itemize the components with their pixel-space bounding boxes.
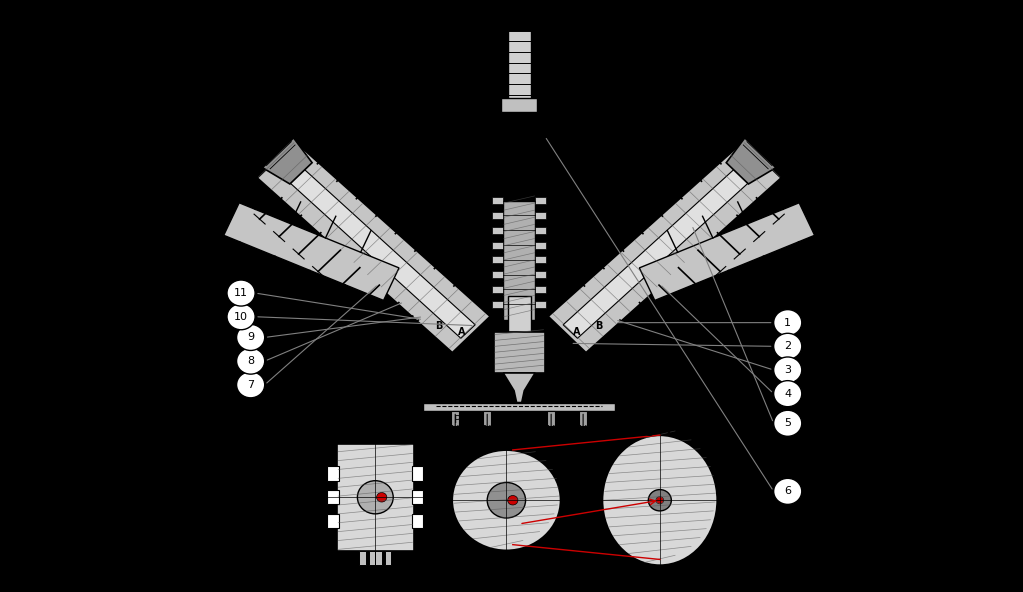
Circle shape xyxy=(773,357,802,383)
Bar xyxy=(535,286,546,293)
Text: 11: 11 xyxy=(234,288,248,298)
Bar xyxy=(535,212,546,219)
Bar xyxy=(535,256,546,263)
Text: C - C: C - C xyxy=(643,426,676,439)
Bar xyxy=(492,212,503,219)
Ellipse shape xyxy=(603,435,717,565)
Circle shape xyxy=(773,478,802,504)
Circle shape xyxy=(236,324,265,350)
Circle shape xyxy=(236,348,265,374)
Polygon shape xyxy=(281,162,476,338)
Text: B - B: B - B xyxy=(481,426,514,439)
Circle shape xyxy=(236,372,265,398)
Bar xyxy=(535,301,546,308)
Circle shape xyxy=(507,496,518,505)
Bar xyxy=(451,411,459,426)
Text: A: A xyxy=(458,327,465,336)
Bar xyxy=(327,514,339,528)
Bar xyxy=(385,551,392,565)
Text: A - A: A - A xyxy=(362,426,395,439)
Polygon shape xyxy=(224,203,399,300)
Text: 8: 8 xyxy=(248,356,254,366)
Text: 1: 1 xyxy=(785,318,791,327)
Bar xyxy=(535,271,546,278)
Circle shape xyxy=(227,304,255,330)
Text: 7: 7 xyxy=(248,380,254,390)
Text: C: C xyxy=(407,315,414,324)
Text: 3: 3 xyxy=(785,365,791,375)
Circle shape xyxy=(773,310,802,336)
Bar xyxy=(411,514,424,528)
Circle shape xyxy=(657,497,663,503)
Bar xyxy=(535,227,546,234)
Bar xyxy=(492,286,503,293)
Bar xyxy=(359,551,366,565)
Bar xyxy=(535,242,546,249)
Text: B: B xyxy=(595,321,603,330)
Circle shape xyxy=(452,450,561,551)
Circle shape xyxy=(649,490,671,511)
Text: Pinos: Pinos xyxy=(453,416,483,425)
Bar xyxy=(492,227,503,234)
Bar xyxy=(327,466,339,481)
Bar xyxy=(492,197,503,204)
Bar xyxy=(424,403,615,411)
Bar xyxy=(375,551,382,565)
Polygon shape xyxy=(726,138,775,184)
Polygon shape xyxy=(503,373,535,403)
Bar xyxy=(484,411,491,426)
Polygon shape xyxy=(263,138,312,184)
Bar xyxy=(411,490,424,504)
Circle shape xyxy=(487,482,526,518)
Text: 4: 4 xyxy=(785,389,791,398)
Bar xyxy=(492,301,503,308)
Circle shape xyxy=(376,493,387,502)
Text: C: C xyxy=(624,315,631,324)
Bar xyxy=(492,256,503,263)
Bar xyxy=(369,551,375,565)
Text: 9: 9 xyxy=(248,333,254,342)
Text: 5: 5 xyxy=(785,419,791,428)
Text: A: A xyxy=(573,327,580,336)
Bar xyxy=(547,411,555,426)
Bar xyxy=(507,296,531,332)
Bar xyxy=(492,271,503,278)
Text: 2: 2 xyxy=(785,342,791,351)
Bar xyxy=(535,197,546,204)
Bar xyxy=(503,201,535,320)
Circle shape xyxy=(227,280,255,306)
Circle shape xyxy=(773,381,802,407)
Polygon shape xyxy=(563,162,757,338)
Text: 10: 10 xyxy=(234,312,248,321)
Bar xyxy=(507,30,531,101)
Text: (barreiras de fluxo): (barreiras de fluxo) xyxy=(420,424,507,434)
Polygon shape xyxy=(639,203,814,300)
Bar xyxy=(492,242,503,249)
Polygon shape xyxy=(548,141,781,353)
Circle shape xyxy=(773,410,802,436)
Bar xyxy=(579,411,587,426)
Polygon shape xyxy=(258,141,490,353)
Circle shape xyxy=(773,333,802,359)
Circle shape xyxy=(357,481,393,514)
Text: 6: 6 xyxy=(785,487,791,496)
Bar xyxy=(494,332,545,373)
Bar xyxy=(327,490,339,504)
Bar xyxy=(411,466,424,481)
Circle shape xyxy=(656,497,664,504)
Bar xyxy=(337,444,413,551)
Bar xyxy=(501,98,537,112)
Text: B: B xyxy=(436,321,443,330)
